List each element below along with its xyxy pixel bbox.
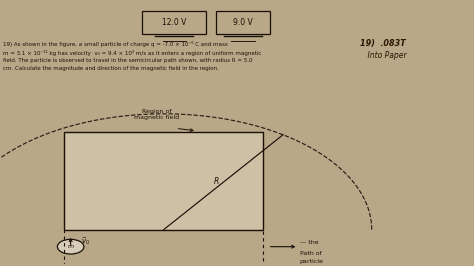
Text: Region of
magnetic field: Region of magnetic field — [134, 109, 179, 120]
Bar — [64, 132, 263, 230]
Text: 19) As shown in the figure, a small particle of charge q = -7.0 × 10⁻⁶ C and mas: 19) As shown in the figure, a small part… — [3, 41, 262, 71]
Text: $\vec{v}_0$: $\vec{v}_0$ — [81, 236, 90, 247]
Text: Into Paper: Into Paper — [357, 51, 406, 60]
Circle shape — [57, 239, 84, 254]
Text: 19)  .083T: 19) .083T — [360, 39, 406, 48]
Text: Path of: Path of — [300, 251, 321, 256]
Bar — [216, 11, 270, 34]
Text: 12.0 V: 12.0 V — [162, 18, 187, 27]
Bar — [143, 11, 206, 34]
Text: m: m — [68, 244, 73, 249]
Text: particle: particle — [300, 259, 324, 264]
Text: R: R — [214, 177, 219, 186]
Text: — the: — the — [300, 240, 319, 245]
Text: 9.0 V: 9.0 V — [233, 18, 253, 27]
